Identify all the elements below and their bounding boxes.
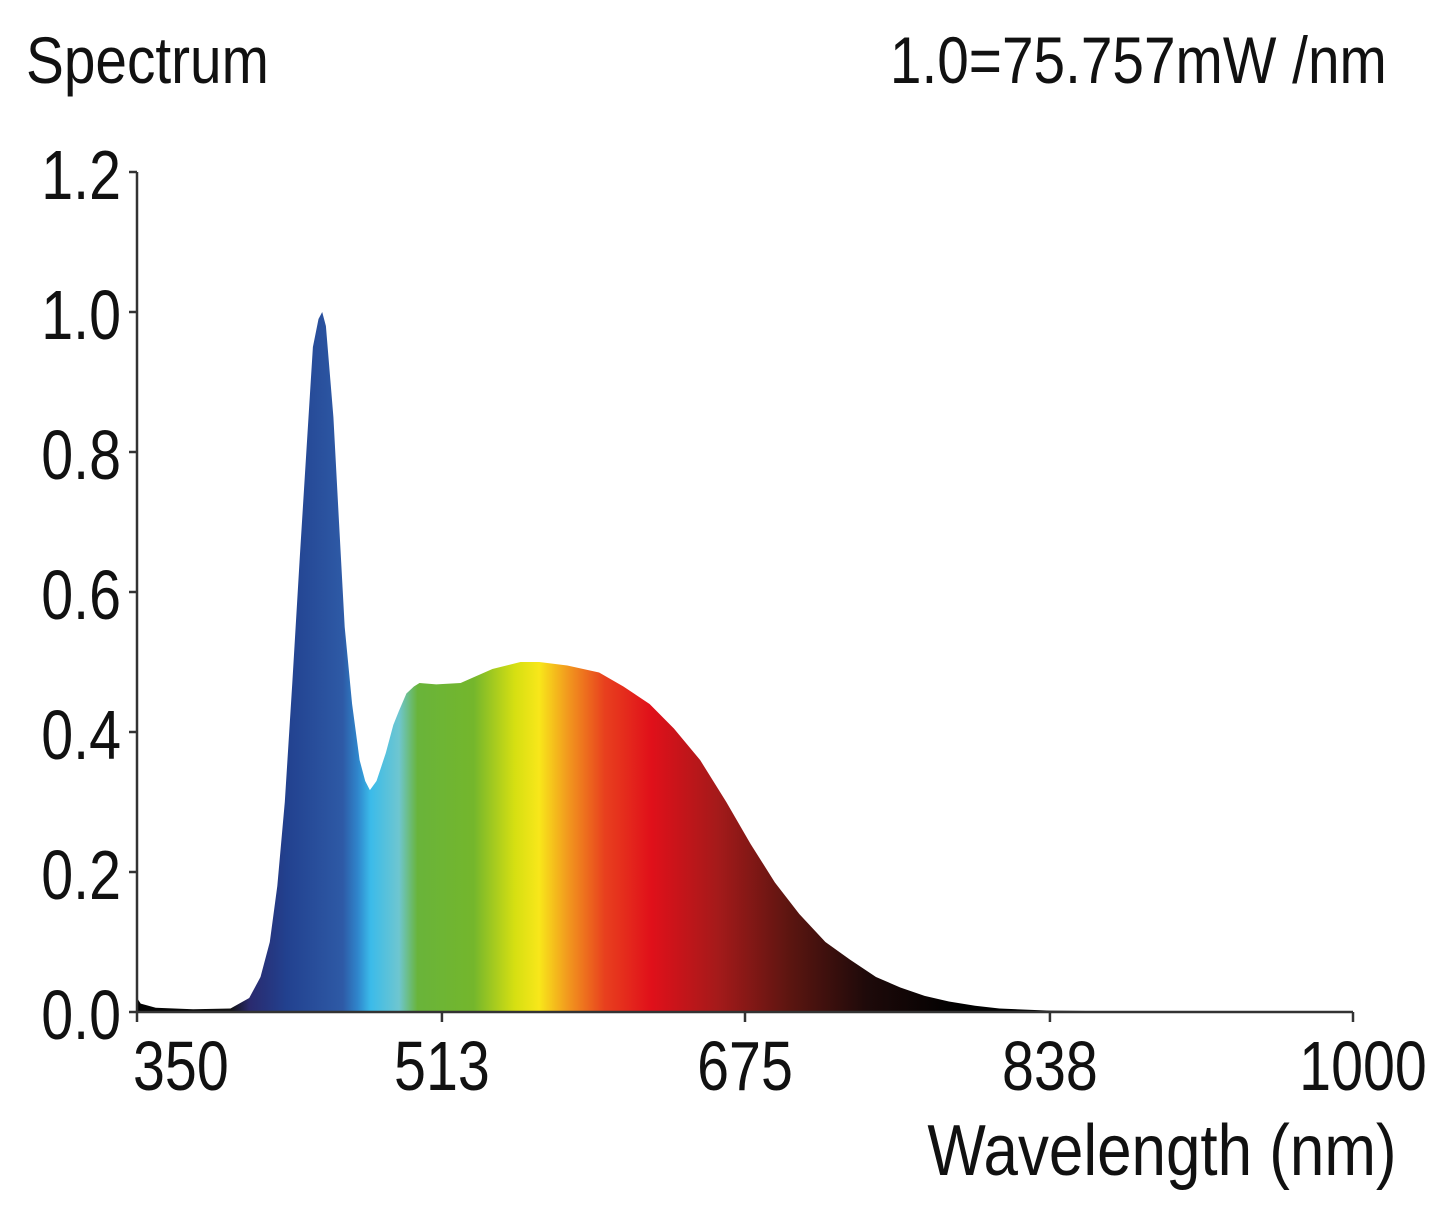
- x-axis-label: Wavelength (nm): [927, 1111, 1397, 1191]
- y-tick-label: 0.0: [41, 976, 121, 1055]
- chart-title: Spectrum: [26, 23, 269, 97]
- spectrum-area: [137, 312, 1353, 1012]
- y-tick-label: 0.6: [41, 556, 121, 635]
- y-tick-label: 0.8: [41, 416, 121, 495]
- x-tick-label: 350: [133, 1027, 229, 1106]
- y-tick-label: 0.2: [41, 836, 121, 915]
- scale-annotation: 1.0=75.757mW /nm: [890, 23, 1387, 97]
- y-tick-label: 0.4: [41, 696, 121, 775]
- y-tick-label: 1.2: [41, 136, 121, 215]
- x-tick-label: 675: [697, 1027, 793, 1106]
- y-tick-label: 1.0: [41, 276, 121, 355]
- x-tick-label: 1000: [1299, 1027, 1427, 1106]
- x-tick-label: 513: [394, 1027, 490, 1106]
- x-tick-label: 838: [1002, 1027, 1098, 1106]
